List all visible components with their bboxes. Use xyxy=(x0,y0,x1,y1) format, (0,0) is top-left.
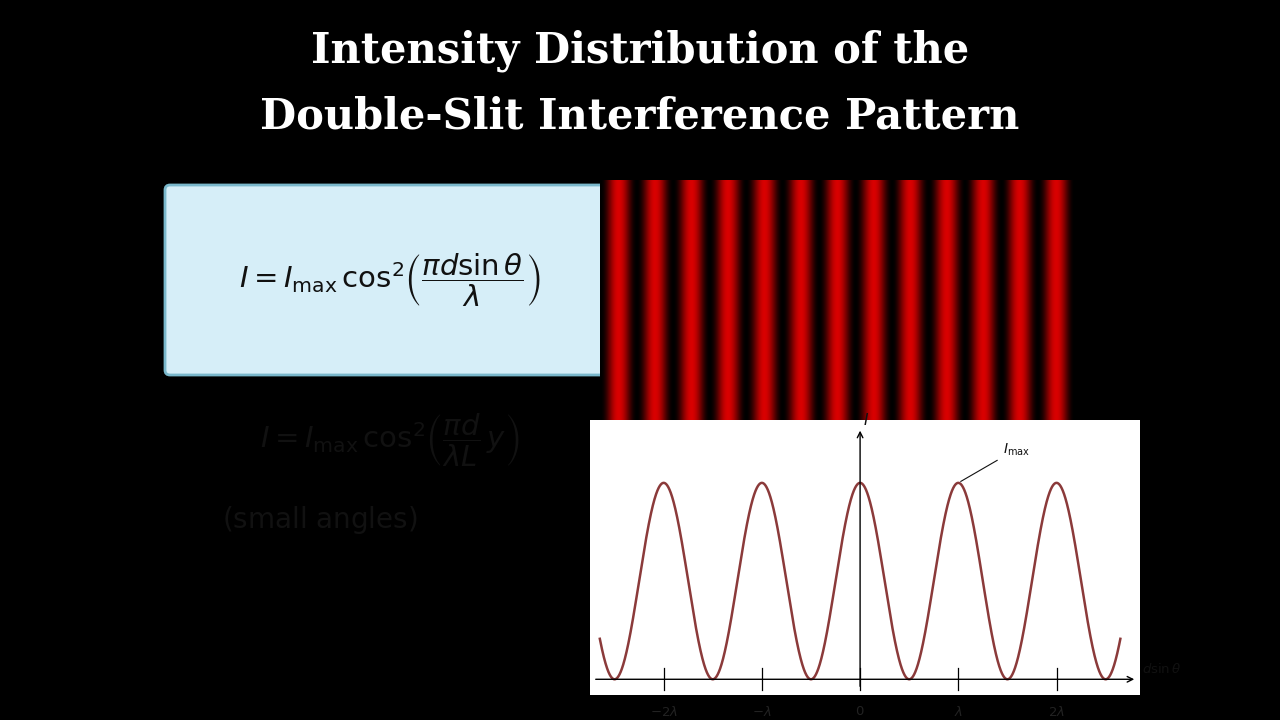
Text: $2\lambda$: $2\lambda$ xyxy=(1048,705,1065,719)
FancyBboxPatch shape xyxy=(165,185,614,375)
Text: $(\mathrm{small\ angles})$: $(\mathrm{small\ angles})$ xyxy=(223,504,417,536)
Text: $0$: $0$ xyxy=(855,705,865,718)
Text: $-2\lambda$: $-2\lambda$ xyxy=(650,705,677,719)
Text: $\lambda$: $\lambda$ xyxy=(954,705,963,719)
Text: $-\lambda$: $-\lambda$ xyxy=(753,705,772,719)
Text: $I = I_{\mathrm{max}}\,\cos^2\!\left(\dfrac{\pi d}{\lambda L}\,y\right)$: $I = I_{\mathrm{max}}\,\cos^2\!\left(\df… xyxy=(260,411,520,469)
Text: $I = I_{\mathrm{max}}\,\cos^2\!\left(\dfrac{\pi d\sin\theta}{\lambda}\right)$: $I = I_{\mathrm{max}}\,\cos^2\!\left(\df… xyxy=(239,251,541,309)
Text: Intensity Distribution of the: Intensity Distribution of the xyxy=(311,30,969,73)
Text: Double-Slit Interference Pattern: Double-Slit Interference Pattern xyxy=(260,95,1020,138)
Text: $d\sin\theta$: $d\sin\theta$ xyxy=(1142,662,1181,677)
Text: $I$: $I$ xyxy=(863,412,869,428)
Text: $I_{\mathrm{max}}$: $I_{\mathrm{max}}$ xyxy=(961,441,1029,482)
